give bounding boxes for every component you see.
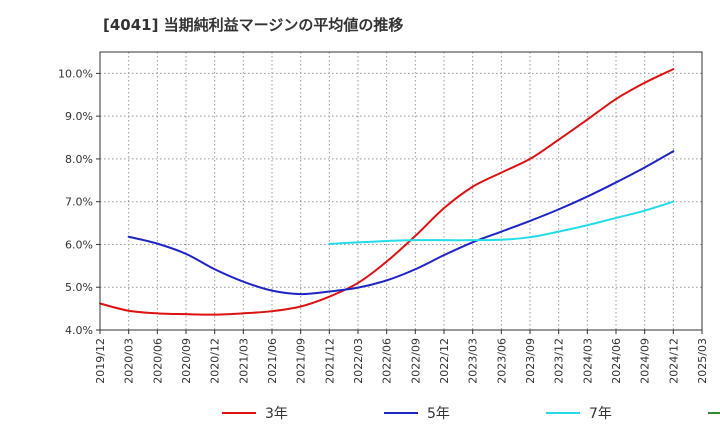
x-tick-label: 2021/09 bbox=[295, 338, 308, 384]
x-tick-label: 2022/12 bbox=[438, 338, 451, 384]
x-tick-label: 2021/03 bbox=[237, 338, 250, 384]
x-tick-label: 2020/12 bbox=[209, 338, 222, 384]
chart-title: [4041] 当期純利益マージンの平均値の推移 bbox=[103, 16, 404, 34]
x-tick-label: 2024/03 bbox=[581, 338, 594, 384]
x-tick-label: 2020/03 bbox=[123, 338, 136, 384]
x-tick-label: 2022/09 bbox=[409, 338, 422, 384]
series-line bbox=[99, 68, 675, 316]
plot-frame bbox=[99, 51, 703, 331]
x-tick-label: 2024/12 bbox=[667, 338, 680, 384]
legend-label: 3年 bbox=[265, 406, 288, 422]
x-tick-label: 2021/06 bbox=[266, 338, 279, 384]
x-tick-label: 2022/06 bbox=[381, 338, 394, 384]
legend-label: 7年 bbox=[589, 406, 612, 422]
series-line bbox=[328, 200, 675, 246]
y-tick-label: 8.0% bbox=[65, 153, 93, 166]
series-line bbox=[127, 150, 675, 296]
y-tick-label: 4.0% bbox=[65, 324, 93, 337]
series-lines bbox=[99, 68, 675, 316]
y-tick-label: 9.0% bbox=[65, 110, 93, 123]
legend: 3年5年7年10年 bbox=[222, 406, 720, 422]
x-tick-label: 2020/06 bbox=[151, 338, 164, 384]
x-tick-label: 2023/09 bbox=[524, 338, 537, 384]
x-tick-label: 2025/03 bbox=[696, 338, 709, 384]
legend-label: 5年 bbox=[427, 406, 450, 422]
y-tick-label: 10.0% bbox=[58, 67, 93, 80]
x-axis: 2019/12 2020/03 2020/06 2020/09 2020/12 2021/… bbox=[94, 330, 709, 384]
x-tick-label: 2019/12 bbox=[94, 338, 107, 384]
x-tick-label: 2023/12 bbox=[553, 338, 566, 384]
x-tick-label: 2021/12 bbox=[323, 338, 336, 384]
plot-background bbox=[100, 52, 702, 330]
y-tick-label: 5.0% bbox=[65, 281, 93, 294]
x-tick-label: 2020/09 bbox=[180, 338, 193, 384]
x-tick-label: 2023/06 bbox=[495, 338, 508, 384]
y-tick-label: 7.0% bbox=[65, 196, 93, 209]
x-tick-label: 2024/09 bbox=[639, 338, 652, 384]
x-tick-label: 2023/03 bbox=[467, 338, 480, 384]
grid bbox=[100, 52, 702, 330]
y-axis: 4.0% 5.0% 6.0% 7.0% 8.0% 9.0% 10.0% bbox=[58, 67, 100, 337]
y-tick-label: 6.0% bbox=[65, 238, 93, 251]
x-tick-label: 2022/03 bbox=[352, 338, 365, 384]
x-tick-label: 2024/06 bbox=[610, 338, 623, 384]
